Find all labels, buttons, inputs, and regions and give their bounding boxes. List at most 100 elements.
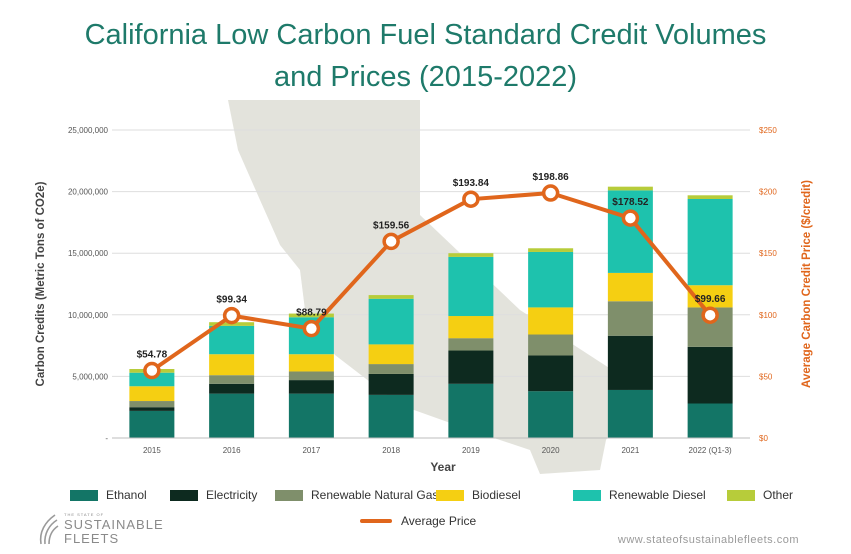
price-data-label: $198.86 [533, 172, 570, 183]
legend-label: Average Price [401, 514, 477, 528]
legend-label: Renewable Diesel [609, 488, 706, 502]
legend-label: Electricity [206, 488, 258, 502]
price-data-label: $193.84 [453, 178, 490, 189]
legend-swatch [170, 489, 198, 501]
y-tick-label: 15,000,000 [68, 249, 109, 258]
x-tick-label: 2017 [302, 446, 320, 455]
bar-segment-renewable-diesel [607, 190, 653, 273]
price-point [302, 319, 321, 338]
x-tick-label: 2021 [621, 446, 639, 455]
bar-segment-renewable-diesel [687, 198, 733, 286]
legend-swatch [436, 489, 464, 501]
price-point [222, 306, 241, 325]
bar-segment-electricity [288, 380, 334, 394]
legend-item: Other [727, 488, 793, 502]
legend-label: Renewable Natural Gas [311, 488, 439, 502]
bar-segment-electricity [528, 355, 574, 392]
logo-small-text: THE STATE OF [64, 512, 105, 517]
bar-segment-biodiesel [607, 272, 653, 302]
bar-segment-biodiesel [368, 344, 414, 365]
price-line-path [150, 191, 712, 373]
legend-label: Biodiesel [472, 488, 521, 502]
bar-segment-renewable-natural-gas [288, 371, 334, 381]
y-tick-label: 10,000,000 [68, 311, 109, 320]
x-tick-label: 2020 [542, 446, 560, 455]
axes: - 5,000,000 10,000,000 15,000,000 20,000,000… [35, 126, 813, 474]
bar-segment-other [368, 295, 414, 299]
chart-title: California Low Carbon Fuel Standard Cred… [0, 14, 851, 98]
x-tick-label: 2022 (Q1-3) [689, 446, 732, 455]
bar-segment-other [448, 253, 494, 257]
y2-axis-title: Average Carbon Credit Price ($/credit) [801, 180, 813, 388]
bar-segment-electricity [607, 335, 653, 390]
bar-segment-other [288, 313, 334, 318]
y2-tick-label: $100 [759, 311, 777, 320]
bar-segment-renewable-natural-gas [528, 334, 574, 356]
price-data-label: $99.34 [216, 295, 247, 306]
legend-label: Ethanol [106, 488, 147, 502]
fleets-leaf-icon [39, 514, 59, 545]
price-data-label: $178.52 [612, 197, 649, 208]
price-data-label: $159.56 [373, 220, 410, 231]
legend: Ethanol Electricity Renewable Natural Gas B… [70, 486, 793, 534]
bar-segment-ethanol [528, 391, 574, 438]
price-data-label: $99.66 [695, 294, 726, 305]
x-axis-title: Year [430, 460, 456, 474]
legend-line-swatch [360, 519, 392, 523]
y2-tick-label: $0 [759, 434, 768, 443]
bar-segment-renewable-diesel [209, 325, 255, 355]
price-data-label: $54.78 [137, 350, 168, 361]
bar-segment-renewable-diesel [129, 372, 175, 387]
y2-tick-label: $150 [759, 249, 777, 258]
chart-title-line-2: and Prices (2015-2022) [273, 61, 578, 93]
x-tick-label: 2015 [143, 446, 161, 455]
y2-tick-label: $250 [759, 126, 777, 135]
bar-segment-biodiesel [448, 316, 494, 339]
bar-segment-biodiesel [129, 386, 175, 402]
legend-item: Renewable Diesel [573, 488, 706, 502]
bar-segment-electricity [448, 350, 494, 384]
legend-swatch [727, 489, 755, 501]
bar-segment-electricity [687, 346, 733, 404]
bar-segment-biodiesel [209, 354, 255, 376]
bar-segment-ethanol [209, 393, 255, 438]
y-axis-title: Carbon Credits (Metric Tons of CO2e) [35, 181, 47, 386]
x-tick-label: 2016 [223, 446, 241, 455]
legend-label: Other [763, 488, 794, 502]
bar-segment-electricity [368, 373, 414, 395]
bar-segment-biodiesel [288, 354, 334, 372]
bar-segment-renewable-diesel [448, 256, 494, 317]
website-link[interactable]: www.stateofsustainablefleets.com [617, 534, 799, 546]
bar-segment-other [528, 248, 574, 252]
logo-line-2: FLEETS [64, 531, 120, 546]
y-tick-label: 25,000,000 [68, 126, 109, 135]
bar-segment-renewable-natural-gas [209, 375, 255, 384]
legend-item: Biodiesel [436, 488, 521, 502]
bar-segment-biodiesel [528, 307, 574, 335]
bar-segment-renewable-natural-gas [448, 338, 494, 351]
bar-segment-ethanol [368, 394, 414, 438]
y-tick-label: 5,000,000 [72, 372, 108, 381]
legend-swatch [573, 489, 601, 501]
price-point [143, 361, 161, 380]
legend-item: Average Price [360, 514, 476, 528]
bar-segment-ethanol [607, 389, 653, 438]
x-tick-label: 2018 [382, 446, 400, 455]
bar-segment-electricity [129, 407, 175, 411]
y-tick-label: 20,000,000 [68, 188, 109, 197]
bar-segment-renewable-diesel [368, 298, 414, 345]
legend-item: Renewable Natural Gas [275, 488, 438, 502]
y-tick-label: - [105, 434, 108, 443]
bar-segment-ethanol [448, 383, 494, 438]
bar-segment-renewable-natural-gas [129, 401, 175, 408]
bar-segment-renewable-natural-gas [607, 301, 653, 336]
price-point [701, 306, 719, 324]
y2-tick-label: $50 [759, 372, 773, 381]
sustainable-fleets-logo: THE STATE OF SUSTAINABLE FLEETS [37, 512, 164, 546]
logo-line-1: SUSTAINABLE [64, 517, 164, 532]
price-data-label: $88.79 [296, 308, 327, 319]
price-point [541, 184, 560, 202]
price-point [462, 190, 480, 208]
price-point [382, 232, 400, 251]
